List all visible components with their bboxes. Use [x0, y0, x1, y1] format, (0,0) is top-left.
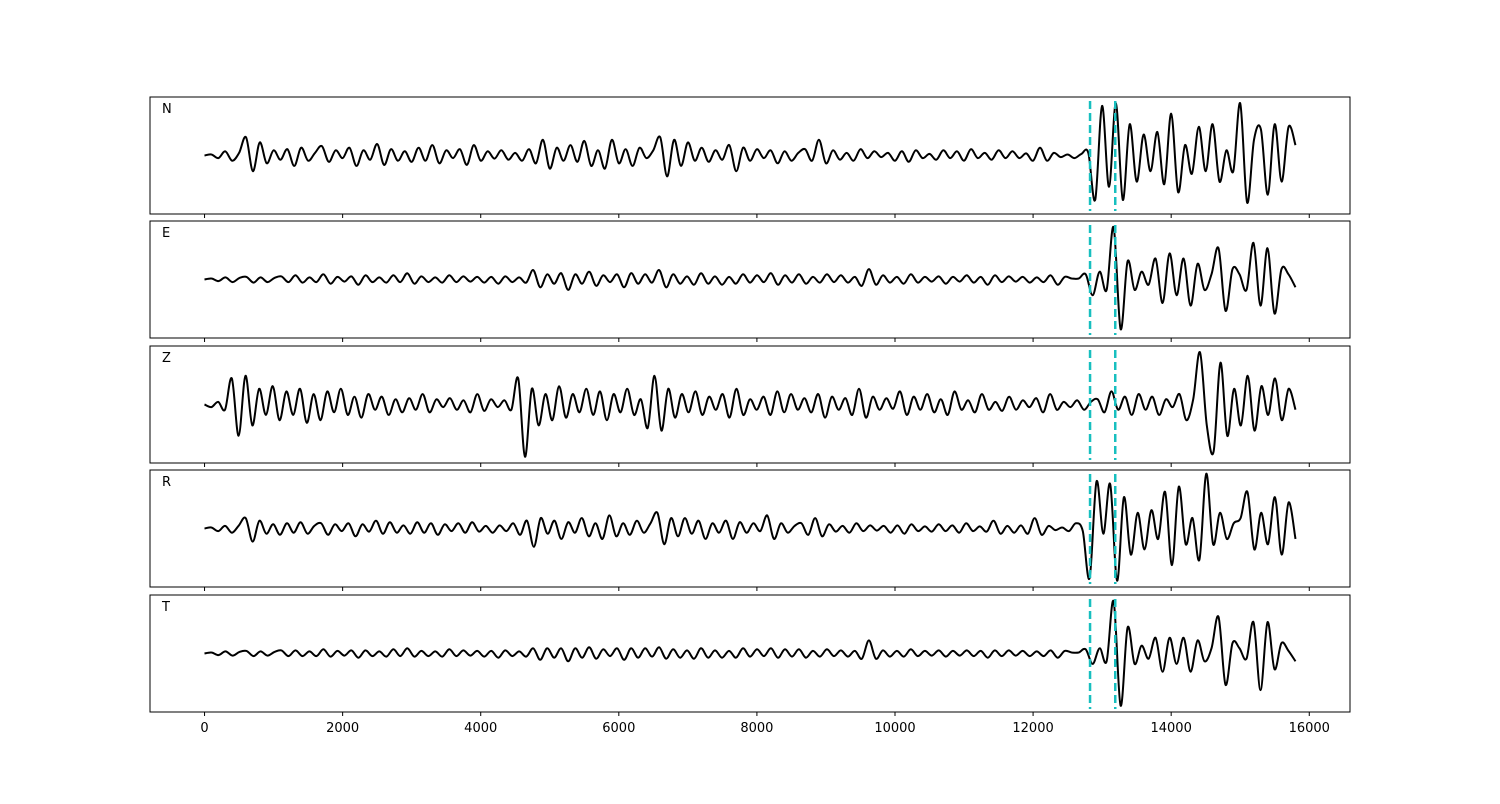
x-tick-label: 8000 [740, 721, 773, 736]
waveform-t [204, 600, 1297, 707]
panel-label: N [162, 102, 172, 117]
x-tick-label: 4000 [464, 721, 497, 736]
x-axis: 0 2000 4000 6000 8000 10000 12000 14000 16000 [200, 712, 1330, 736]
panel-frame [149, 594, 1351, 713]
waveform-n [204, 102, 1297, 204]
panel-z: Z [149, 345, 1351, 467]
panels: N E Z R T [149, 96, 1351, 713]
panel-r: R [149, 469, 1351, 591]
x-tick-label: 6000 [602, 721, 635, 736]
panel-t: T [149, 594, 1351, 713]
x-tick-label: 10000 [874, 721, 915, 736]
x-tick-label: 14000 [1150, 721, 1191, 736]
x-tick-label: 12000 [1012, 721, 1053, 736]
panel-n: N [149, 96, 1351, 218]
panel-frame [149, 220, 1351, 339]
panel-e: E [149, 220, 1351, 342]
panel-frame [149, 96, 1351, 215]
waveform-e [204, 226, 1297, 331]
panel-label: R [162, 475, 171, 490]
panel-label: E [162, 226, 170, 241]
panel-frame [149, 345, 1351, 464]
panel-label: Z [162, 351, 171, 366]
x-tick-label: 0 [200, 721, 208, 736]
x-tick-label: 2000 [326, 721, 359, 736]
panel-label: T [161, 600, 170, 615]
waveform-r [204, 472, 1297, 582]
panel-frame [149, 469, 1351, 588]
x-tick-label: 16000 [1289, 721, 1330, 736]
